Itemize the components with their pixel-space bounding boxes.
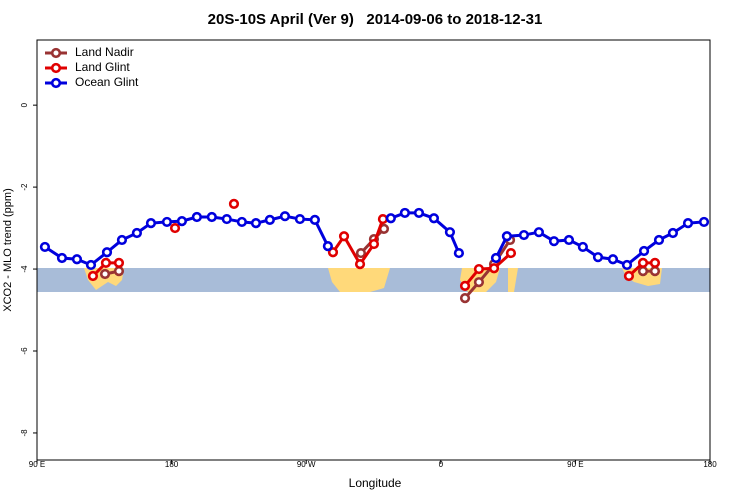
point [453,247,464,259]
point [653,234,665,246]
legend-label: Ocean Glint [75,75,139,89]
point [682,218,694,229]
point [236,216,247,228]
point [473,263,485,275]
point [87,270,99,282]
point [99,268,111,280]
point [377,213,389,225]
map-band [37,268,710,292]
point [490,252,502,264]
point [145,218,157,229]
point [428,213,440,224]
point [355,247,367,259]
point [113,257,125,269]
point [294,213,306,225]
point [116,234,128,246]
point [191,211,202,223]
y-tick-label: -6 [20,347,29,355]
point [85,259,97,271]
point [698,216,710,228]
point [459,293,471,304]
point [473,277,485,288]
point [250,218,262,229]
point [354,259,366,270]
x-tick-label: 90 W [297,460,316,469]
point [228,198,240,210]
legend-label: Land Nadir [75,45,134,59]
point [548,236,560,247]
point [637,266,649,277]
point [161,216,173,228]
point [279,211,291,222]
x-tick-label: 180 [165,460,179,469]
chart-title: 20S-10S April (Ver 9) 2014-09-06 to 2018… [208,11,543,28]
x-tick-label: 0 [439,460,444,469]
point [518,229,530,241]
point [621,259,633,271]
point [169,222,181,234]
x-tick-label: 90 E [567,460,583,469]
point [501,231,513,242]
point [264,214,275,225]
legend-marker [50,62,62,74]
point [322,241,333,252]
point [577,241,588,253]
point [309,214,320,225]
point [488,263,500,274]
point [459,280,471,291]
point [368,238,380,250]
point [101,247,113,258]
x-tick-label: 90 E [29,460,45,469]
point [71,254,83,265]
point [607,254,619,265]
point [592,252,604,263]
point [623,270,635,282]
point [100,257,112,269]
point [413,207,425,219]
point [649,257,661,269]
point [338,231,350,242]
point [385,213,396,224]
x-tick-label: 180 [703,460,717,469]
point [39,241,51,253]
point [637,257,649,269]
y-tick-label: -4 [20,265,29,273]
point [206,211,217,223]
point [113,266,125,277]
y-tick-label: -8 [20,429,29,437]
point [667,227,679,239]
point [444,227,456,238]
plot-frame [36,39,711,461]
x-axis-label: Longitude [349,476,402,490]
legend-marker [50,77,62,89]
point [56,252,68,264]
point [533,227,545,238]
point [649,266,661,277]
point [176,216,188,227]
point [563,234,575,246]
point [131,227,143,239]
y-tick-label: 0 [20,102,29,107]
y-axis-label: XCO2 - MLO trend (ppm) [2,188,14,311]
point [505,247,517,259]
y-tick-label: -2 [20,183,29,191]
legend-marker [50,47,62,59]
legend-label: Land Glint [75,60,130,74]
point [327,247,339,258]
point [399,207,411,219]
point [638,245,650,257]
point [221,213,232,225]
